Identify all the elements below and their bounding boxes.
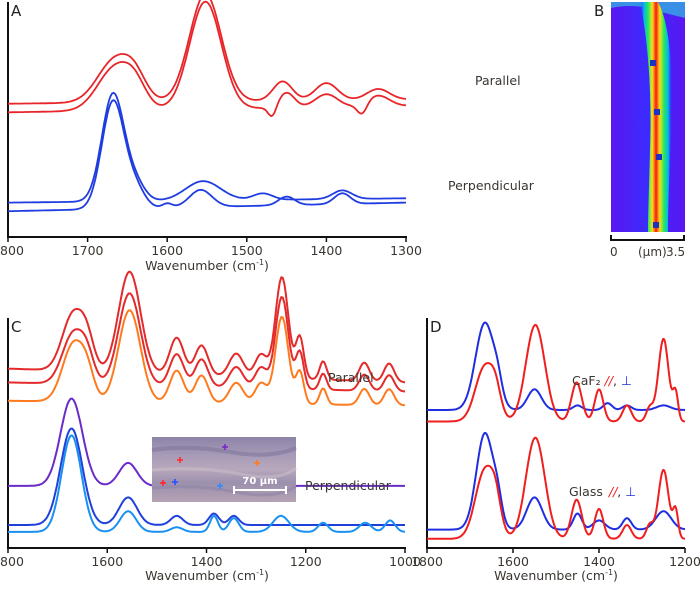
- x-axis-title-d-text: Wavenumber (cm: [494, 568, 605, 583]
- inset-image: 70 μm: [151, 437, 297, 502]
- series-line-d-2: [427, 431, 686, 531]
- x-axis-title-c-text: Wavenumber (cm: [145, 568, 256, 583]
- x-axis-title-d: Wavenumber (cm-1): [494, 568, 618, 583]
- inset-marker-3: [160, 480, 166, 486]
- panel-a: A 1800 1700 1600 1500 1400 1300 Parallel Perp…: [0, 0, 535, 273]
- inset-marker-1: [222, 444, 228, 450]
- x-tick-label-1200: 1200: [669, 554, 700, 569]
- panel-label-d: D: [430, 318, 442, 336]
- panel-d: D 1800 1600 1400 1200 CaF₂//, ⊥ Glass//, ⊥ …: [411, 318, 700, 583]
- panel-label-a: A: [11, 2, 22, 20]
- panel-label-b: B: [594, 2, 604, 20]
- series-line-c-4: [8, 427, 405, 526]
- series-line-c-1: [8, 292, 406, 393]
- x-axis-title-a: Wavenumber (cm-1): [145, 258, 269, 273]
- x-axis-title-d-sup: -1: [605, 568, 613, 577]
- x-tick-label-1700: 1700: [72, 243, 104, 258]
- x-tick-label-1800: 1800: [0, 554, 24, 569]
- annotation-perpendicular-a: Perpendicular: [448, 178, 535, 193]
- x-axis-title-a-sup: -1: [256, 258, 264, 267]
- x-axis-title-c-close: ): [264, 568, 269, 583]
- x-tick-label-1600: 1600: [497, 554, 529, 569]
- series-line-a-3: [8, 99, 406, 213]
- x-tick-label-1400: 1400: [191, 554, 223, 569]
- scale-b-max: 3.5: [666, 245, 685, 259]
- annotation-glass: Glass //, ⊥: [569, 484, 636, 499]
- annotation-glass-parallel: //: [608, 484, 619, 499]
- heatmap-marker-3: [653, 222, 659, 228]
- annotation-caf2: CaF₂//, ⊥: [572, 373, 632, 388]
- series-line-c-5: [8, 434, 406, 533]
- inset-marker-2: [254, 460, 260, 466]
- panel-label-c: C: [11, 318, 21, 336]
- x-axis-title-c: Wavenumber (cm-1): [145, 568, 269, 583]
- annotation-glass-comma: ,: [617, 484, 625, 499]
- series-line-a-0: [8, 0, 407, 105]
- x-tick-label-1600: 1600: [151, 243, 183, 258]
- x-tick-label-1000: 1000: [389, 554, 421, 569]
- annotation-caf2-label: CaF₂: [572, 373, 601, 388]
- inset-marker-4: [172, 479, 178, 485]
- series-line-d-1: [427, 323, 686, 423]
- annotation-perpendicular-c: Perpendicular: [305, 478, 392, 493]
- series-line-d-0: [427, 321, 686, 411]
- heatmap-marker-2: [656, 154, 662, 160]
- annotation-glass-perpendicular: ⊥: [625, 484, 636, 499]
- panel-b: B 0 (μm) 3.5: [594, 2, 685, 259]
- x-axis-title-a-close: ): [264, 258, 269, 273]
- annotation-caf2-comma: ,: [613, 373, 621, 388]
- series-line-c-0: [7, 270, 406, 384]
- x-tick-label-1400: 1400: [583, 554, 615, 569]
- heatmap-fiber: [640, 2, 673, 232]
- x-axis-title-d-close: ): [613, 568, 618, 583]
- inset-scale-label: 70 μm: [242, 476, 277, 487]
- heatmap-marker-1: [654, 109, 660, 115]
- annotation-caf2-perpendicular: ⊥: [621, 373, 632, 388]
- x-tick-label-1300: 1300: [390, 243, 422, 258]
- inset-marker-0: [177, 457, 183, 463]
- inset-texture-1: [151, 445, 297, 457]
- inset-texture-3: [151, 484, 297, 497]
- x-axis-title-c-sup: -1: [256, 568, 264, 577]
- inset-texture-2: [151, 466, 297, 479]
- x-tick-label-1800: 1800: [0, 243, 24, 258]
- annotation-glass-label: Glass: [569, 484, 603, 499]
- inset-marker-5: [217, 483, 223, 489]
- x-tick-label-1500: 1500: [231, 243, 263, 258]
- x-tick-label-1600: 1600: [91, 554, 123, 569]
- series-line-c-2: [8, 309, 406, 407]
- series-line-d-3: [427, 436, 686, 540]
- series-line-a-2: [8, 91, 406, 204]
- scale-b-unit: (μm): [638, 245, 667, 259]
- x-tick-label-1800: 1800: [411, 554, 443, 569]
- x-axis-title-a-text: Wavenumber (cm: [145, 258, 256, 273]
- x-tick-label-1200: 1200: [290, 554, 322, 569]
- panel-c: C 1800 1600 1400 1200 1000 70 μm Parallel Pe…: [0, 270, 421, 583]
- annotation-parallel-a: Parallel: [475, 73, 521, 88]
- heatmap-top-spread: [611, 2, 685, 18]
- scale-b-min: 0: [610, 245, 618, 259]
- x-tick-label-1400: 1400: [310, 243, 342, 258]
- series-line-a-1: [8, 0, 407, 117]
- annotation-caf2-parallel: //: [604, 373, 615, 388]
- annotation-parallel-c: Parallel: [328, 370, 374, 385]
- heatmap-marker-0: [650, 60, 656, 66]
